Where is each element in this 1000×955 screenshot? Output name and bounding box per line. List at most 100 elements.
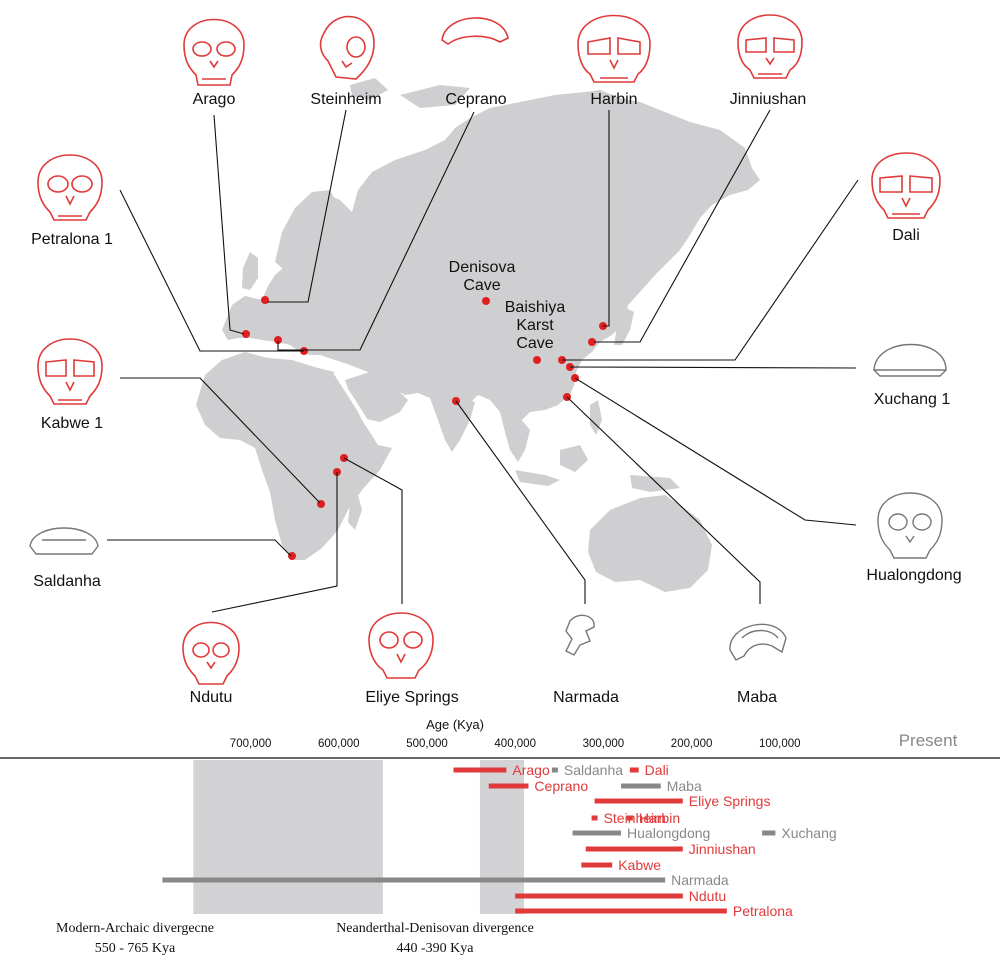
age-bar-label-narmada: Narmada [671,872,729,888]
specimen-label-hualongdong: Hualongdong [866,567,961,584]
age-bar-saldanha [551,767,558,773]
age-bar-maba [621,783,661,789]
age-bar-label-eliye-springs: Eliye Springs [689,793,771,809]
britain [242,252,258,290]
skull-frontal-icon [577,14,651,83]
baishiya-label-1: Baishiya [505,299,566,316]
divergence-label-neanderthal-denisovan: Neanderthal-Denisovan divergence [336,921,534,936]
specimen-label-xuchang: Xuchang 1 [874,391,951,408]
southeast-asia [500,412,530,462]
baishiya-label-2: Karst [516,317,554,334]
site-dot-steinheim [261,296,269,304]
age-bar-ndutu [515,893,683,899]
eurasia-landmass [222,90,760,432]
age-bar-petralona [515,908,727,914]
age-bar-label-hualongdong: Hualongdong [627,825,710,841]
divergence-range-modern-archaic: 550 - 765 Kya [95,941,176,955]
specimen-eliye [368,612,434,679]
specimen-label-eliye: Eliye Springs [365,689,458,706]
age-bar-ceprano [488,783,529,789]
specimen-petralona [37,154,103,221]
specimen-jinniushan [737,14,803,79]
skull-frontal-icon [37,338,103,405]
specimen-label-ndutu: Ndutu [190,689,233,706]
specimen-label-steinheim: Steinheim [310,91,381,108]
present-label: Present [899,731,958,750]
age-bar-label-saldanha: Saldanha [564,762,623,778]
specimen-label-narmada: Narmada [553,689,619,706]
madagascar [348,495,362,530]
specimen-label-maba: Maba [737,689,777,706]
world-map [196,78,760,592]
specimen-hualongdong [877,492,943,559]
specimen-kabwe [37,338,103,405]
baishiya-label-3: Cave [516,335,553,352]
age-bar-arago [453,767,507,773]
skull-frontal-icon [368,612,434,679]
japan [614,308,634,345]
tick-label-4: 300,000 [583,738,625,750]
africa-landmass [196,352,392,560]
age-bar-dali [629,767,639,773]
age-bar-narmada [162,877,666,883]
indonesia [515,470,560,486]
specimen-label-jinniushan: Jinniushan [730,91,807,108]
age-bar-label-jinniushan: Jinniushan [689,841,756,857]
age-bar-label-xuchang: Xuchang [781,825,836,841]
site-dot-saldanha [288,552,296,560]
skull-frontal-icon [182,621,240,685]
skull-frontal-icon [183,18,245,86]
site-dot-ceprano [274,336,282,344]
age-bar-harbin [626,815,633,821]
skullcap-icon [29,527,99,555]
skull-frontal-icon [871,152,941,219]
scandinavia [275,190,335,275]
specimen-xuchang [873,343,947,377]
age-bar-label-ndutu: Ndutu [689,888,726,904]
specimen-ceprano [441,17,509,45]
specimen-label-kabwe: Kabwe 1 [41,415,103,432]
age-bar-kabwe [581,862,613,868]
denisova-label-1: Denisova [449,259,516,276]
tick-label-2: 500,000 [406,738,448,750]
new-guinea [630,475,680,492]
india [430,395,475,452]
age-bar-xuchang [762,830,776,836]
skull-fragment-icon [565,614,595,656]
tick-label-3: 400,000 [494,738,536,750]
site-dot-baishiya [533,356,541,364]
age-bar-label-ceprano: Ceprano [534,778,588,794]
site-dot-jinniushan [588,338,596,346]
tick-label-6: 100,000 [759,738,801,750]
specimen-label-petralona: Petralona 1 [31,231,113,248]
age-bar-label-kabwe: Kabwe [618,857,661,873]
skullcap-icon [441,17,509,45]
tick-label-1: 600,000 [318,738,360,750]
timeline-chart: Age (Kya) Present 700,000 600,000 500,000 4… [0,717,1000,955]
age-bar-steinheim [591,815,598,821]
philippines [590,400,602,435]
age-bar-label-maba: Maba [667,778,702,794]
specimen-maba [729,623,787,661]
divergence-band-modern-archaic [193,760,383,914]
specimen-narmada [565,614,595,656]
skull-oblique-icon [319,15,375,80]
age-bar-label-harbin: Harbin [639,810,680,826]
specimen-ndutu [182,621,240,685]
specimen-label-dali: Dali [892,227,920,244]
specimen-label-arago: Arago [193,91,236,108]
arctic-islands [400,85,470,108]
skull-frontal-icon [877,492,943,559]
map-labels: Denisova Cave Baishiya Karst Cave [449,259,566,352]
specimen-steinheim [319,15,375,80]
tick-label-5: 200,000 [671,738,713,750]
age-bar-hualongdong [572,830,622,836]
skull-frontal-icon [37,154,103,221]
tick-label-0: 700,000 [230,738,272,750]
age-bar-jinniushan [585,846,683,852]
specimen-saldanha [29,527,99,555]
divergence-band-neanderthal-denisovan [479,760,525,914]
specimen-label-harbin: Harbin [590,91,637,108]
age-bar-label-arago: Arago [512,762,550,778]
